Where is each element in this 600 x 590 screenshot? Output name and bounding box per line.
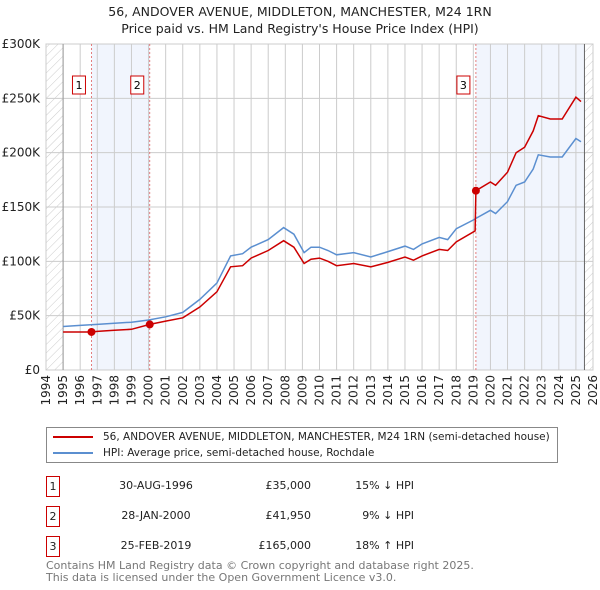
legend-item-property: 56, ANDOVER AVENUE, MIDDLETON, MANCHESTE… bbox=[53, 431, 550, 443]
sale-marker-badge: 2 bbox=[46, 506, 60, 527]
sale-row: 2 28-JAN-2000 £41,950 9% ↓ HPI bbox=[46, 506, 446, 527]
chart: 1994 1995 1996 1997 1998 1999 2000 2001 2002 2003… bbox=[2, 37, 600, 406]
footer: Contains HM Land Registry data © Crown c… bbox=[46, 560, 474, 583]
red-line-swatch bbox=[53, 436, 93, 438]
legend-label: 56, ANDOVER AVENUE, MIDDLETON, MANCHESTE… bbox=[103, 431, 550, 443]
x-tick-label: 2016 bbox=[415, 375, 429, 406]
subtitle-line: Price paid vs. HM Land Registry's House … bbox=[121, 21, 479, 36]
x-tick-label: 1998 bbox=[107, 375, 121, 406]
sale-row: 3 25-FEB-2019 £165,000 18% ↑ HPI bbox=[46, 536, 446, 557]
x-tick-label: 2003 bbox=[193, 375, 207, 406]
y-tick-label: £50K bbox=[9, 309, 41, 323]
sale-hpi-diff: 18% ↑ HPI bbox=[355, 539, 414, 552]
sale-point bbox=[471, 186, 480, 195]
chart-title: 56, ANDOVER AVENUE, MIDDLETON, MANCHESTE… bbox=[0, 3, 600, 37]
x-tick-label: 2018 bbox=[449, 375, 463, 406]
legend-item-hpi: HPI: Average price, semi-detached house,… bbox=[53, 447, 374, 459]
x-tick-label: 2011 bbox=[330, 375, 344, 406]
x-tick-label: 2020 bbox=[483, 375, 497, 406]
x-tick-label: 2012 bbox=[347, 375, 361, 406]
x-tick-label: 2009 bbox=[295, 375, 309, 406]
y-tick-label: £150K bbox=[2, 200, 42, 214]
x-tick-label: 1999 bbox=[124, 375, 138, 406]
y-tick-label: £100K bbox=[2, 254, 42, 268]
sale-row: 1 30-AUG-1996 £35,000 15% ↓ HPI bbox=[46, 476, 446, 497]
x-tick-label: 2022 bbox=[518, 375, 532, 406]
legend: 56, ANDOVER AVENUE, MIDDLETON, MANCHESTE… bbox=[46, 427, 558, 463]
x-tick-label: 2006 bbox=[244, 375, 258, 406]
sale-label-box bbox=[456, 75, 471, 95]
legend-label: HPI: Average price, semi-detached house,… bbox=[103, 447, 375, 459]
blue-line-swatch bbox=[53, 452, 93, 454]
x-tick-label: 2013 bbox=[364, 375, 378, 406]
sale-label-box bbox=[130, 75, 145, 95]
x-tick-label: 2023 bbox=[535, 375, 549, 406]
sale-point bbox=[87, 327, 96, 336]
x-tick-label: 2019 bbox=[466, 375, 480, 406]
x-tick-label: 2017 bbox=[432, 375, 446, 406]
sale-label: 2 bbox=[134, 79, 141, 92]
x-tick-label: 2021 bbox=[501, 375, 515, 406]
sale-price: £35,000 bbox=[265, 479, 312, 492]
y-tick-label: £200K bbox=[2, 146, 42, 160]
sale-date: 30-AUG-1996 bbox=[119, 479, 193, 492]
sale-label: 1 bbox=[75, 79, 82, 92]
y-tick-label: £0 bbox=[25, 363, 40, 377]
sale-marker-badge: 1 bbox=[46, 476, 60, 497]
x-tick-label: 2001 bbox=[159, 375, 173, 406]
sale-point bbox=[145, 320, 154, 329]
x-tick-label: 1994 bbox=[39, 375, 53, 406]
sale-date: 25-FEB-2019 bbox=[120, 539, 192, 552]
sale-label-box bbox=[71, 75, 86, 95]
x-tick-label: 1996 bbox=[73, 375, 87, 406]
licence-text: This data is licensed under the Open Gov… bbox=[46, 570, 397, 584]
x-tick-label: 2004 bbox=[210, 375, 224, 406]
sale-hpi-diff: 9% ↓ HPI bbox=[362, 509, 414, 522]
x-tick-label: 2010 bbox=[313, 375, 327, 406]
x-tick-label: 2024 bbox=[552, 375, 566, 406]
sale-price: £41,950 bbox=[265, 509, 312, 522]
x-tick-label: 2005 bbox=[227, 375, 241, 406]
x-tick-label: 1997 bbox=[90, 375, 104, 406]
x-tick-label: 2026 bbox=[586, 375, 600, 406]
copyright-text: Contains HM Land Registry data © Crown c… bbox=[46, 559, 474, 572]
price-line bbox=[63, 96, 582, 333]
sale-price: £165,000 bbox=[258, 539, 312, 552]
x-tick-label: 2014 bbox=[381, 375, 395, 406]
x-tick-label: 2007 bbox=[261, 375, 275, 406]
x-tick-label: 2002 bbox=[176, 375, 190, 406]
x-tick-label: 2000 bbox=[142, 375, 156, 406]
hpi-line bbox=[63, 137, 582, 328]
y-tick-label: £300K bbox=[2, 37, 42, 51]
x-tick-label: 2015 bbox=[398, 375, 412, 406]
x-tick-label: 2008 bbox=[278, 375, 292, 406]
sale-hpi-diff: 15% ↓ HPI bbox=[355, 479, 414, 492]
y-tick-label: £250K bbox=[2, 91, 42, 105]
x-tick-label: 1995 bbox=[56, 375, 70, 406]
sale-label: 3 bbox=[460, 79, 467, 92]
x-tick-label: 2025 bbox=[569, 375, 583, 406]
sale-date: 28-JAN-2000 bbox=[121, 509, 191, 522]
title-line: 56, ANDOVER AVENUE, MIDDLETON, MANCHESTE… bbox=[108, 4, 492, 19]
sale-marker-badge: 3 bbox=[46, 536, 60, 557]
